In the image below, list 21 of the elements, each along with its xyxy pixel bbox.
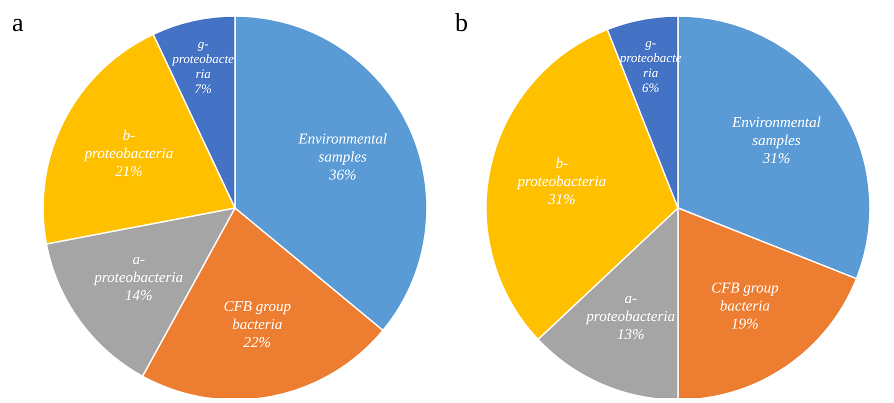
data-label: 14% xyxy=(124,288,152,304)
slice-label: b-proteobacteria xyxy=(516,156,606,190)
slice-label: Environmental samples xyxy=(297,131,388,166)
data-label: 19% xyxy=(731,316,759,332)
chart-title: a xyxy=(12,8,24,38)
slice-label: a-proteobacteria xyxy=(585,291,676,326)
data-label: 7% xyxy=(194,80,212,96)
data-label: 36% xyxy=(328,167,356,184)
slice-label: CFB group bacteria xyxy=(224,298,292,333)
data-label: 31% xyxy=(762,151,790,168)
chart-title: b xyxy=(455,8,468,38)
slice-label: a-proteobacteria xyxy=(93,252,183,286)
slice-label: Environmental samples xyxy=(731,115,821,150)
data-label: 22% xyxy=(244,334,272,351)
data-label: 6% xyxy=(642,80,660,95)
data-label: 21% xyxy=(115,164,143,180)
slice-label: g-proteobacteria xyxy=(171,36,234,81)
data-label: 31% xyxy=(547,192,576,208)
slice-label: b-proteobacteria xyxy=(84,128,174,162)
data-label: 13% xyxy=(616,327,644,344)
slice-label: CFB group bacteria xyxy=(711,280,780,314)
